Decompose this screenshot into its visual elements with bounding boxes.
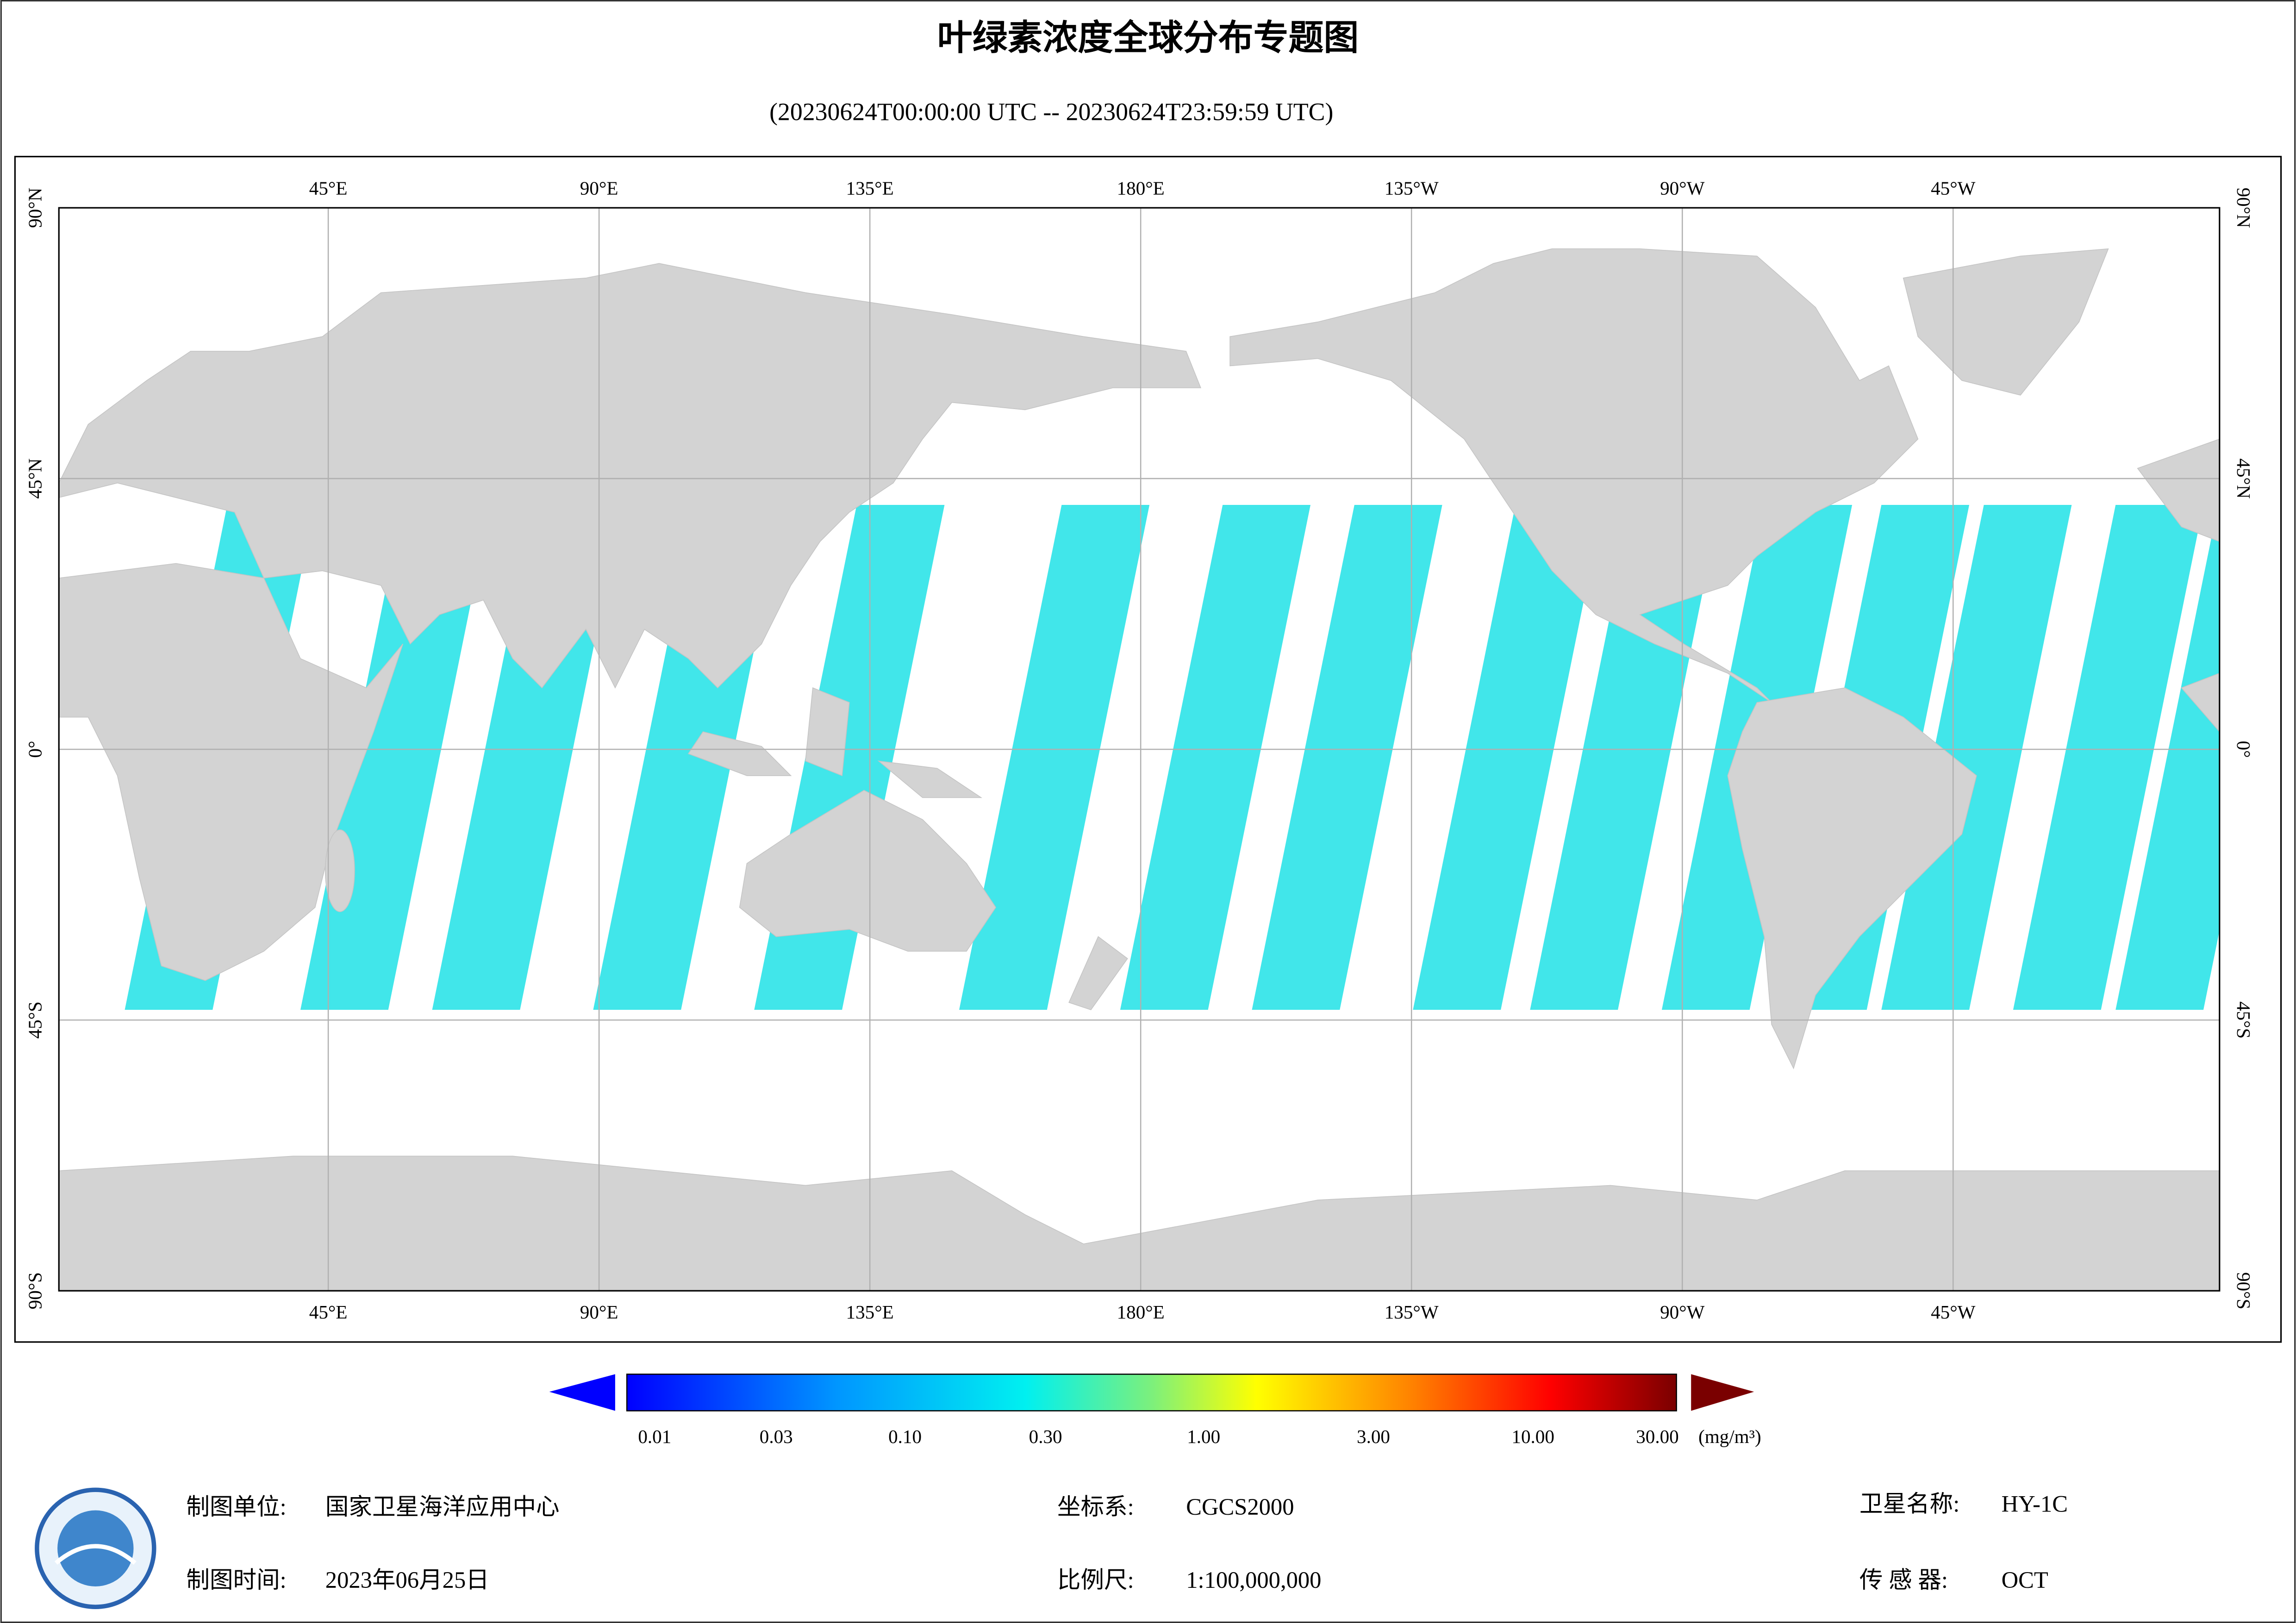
lat-label: 45°N — [2233, 458, 2254, 498]
footer-value: 2023年06月25日 — [325, 1567, 489, 1593]
swath — [1120, 504, 1311, 1010]
swath — [2115, 504, 2220, 1010]
map-body — [59, 208, 2220, 1291]
lat-label: 45°N — [24, 458, 45, 498]
colorbar-label: 0.10 — [888, 1426, 922, 1447]
colorbar-label: 0.01 — [638, 1426, 671, 1447]
lat-label: 0° — [24, 741, 45, 758]
swath — [1881, 504, 2072, 1010]
footer-value: 1:100,000,000 — [1186, 1567, 1321, 1593]
colorbar-label: 3.00 — [1357, 1426, 1390, 1447]
footer-label: 制图时间: — [186, 1567, 286, 1593]
colorbar-over — [1691, 1374, 1754, 1411]
footer-value: 国家卫星海洋应用中心 — [325, 1494, 560, 1520]
footer-label: 比例尺: — [1057, 1567, 1134, 1593]
map-title: 叶绿素浓度全球分布专题图 — [937, 18, 1359, 58]
swath — [1413, 504, 1603, 1010]
colorbar-under — [549, 1374, 615, 1411]
colorbar-label: 1.00 — [1187, 1426, 1220, 1447]
map-inner-frame — [58, 207, 2221, 1292]
footer-label: 制图单位: — [186, 1494, 286, 1520]
lat-label: 90°S — [2233, 1272, 2254, 1309]
lon-label: 45°E — [309, 178, 348, 199]
lon-label: 180°E — [1117, 1301, 1165, 1323]
colorbar-label: 10.00 — [1511, 1426, 1554, 1447]
lon-label: 90°W — [1660, 1301, 1705, 1323]
footer-label: 传 感 器: — [1859, 1567, 1948, 1593]
lat-label: 90°N — [24, 187, 45, 228]
lon-label: 90°E — [580, 178, 618, 199]
footer-label: 坐标系: — [1057, 1494, 1134, 1520]
lon-label: 45°W — [1931, 1301, 1976, 1323]
lon-label: 180°E — [1117, 178, 1165, 199]
lon-label: 135°E — [846, 178, 894, 199]
footer-value: CGCS2000 — [1186, 1494, 1294, 1520]
lat-label: 0° — [2233, 741, 2254, 758]
map-frame — [14, 155, 2282, 1343]
colorbar-label: 30.00 — [1636, 1426, 1678, 1447]
map-subtitle: (20230624T00:00:00 UTC -- 20230624T23:59… — [769, 98, 1333, 125]
lat-label: 90°N — [2233, 187, 2254, 228]
footer-label: 卫星名称: — [1859, 1491, 1959, 1517]
lat-label: 45°S — [2233, 1001, 2254, 1038]
lat-label: 90°S — [24, 1272, 45, 1309]
footer-value: OCT — [2002, 1567, 2048, 1593]
colorbar — [626, 1374, 1677, 1412]
colorbar-label: 0.30 — [1029, 1426, 1062, 1447]
lon-label: 135°E — [846, 1301, 894, 1323]
graticule — [59, 208, 2220, 1291]
colorbar-unit: (mg/m³) — [1698, 1426, 1761, 1448]
swath — [2013, 504, 2204, 1010]
swath — [1252, 504, 1442, 1010]
lon-label: 90°W — [1660, 178, 1705, 199]
lat-label: 45°S — [24, 1001, 45, 1038]
lon-label: 45°W — [1931, 178, 1976, 199]
lon-label: 135°W — [1385, 178, 1439, 199]
swath — [1530, 504, 1721, 1010]
lon-label: 90°E — [580, 1301, 618, 1323]
lon-label: 45°E — [309, 1301, 348, 1323]
colorbar-label: 0.03 — [760, 1426, 793, 1447]
lon-label: 135°W — [1385, 1301, 1439, 1323]
logo — [35, 1487, 156, 1609]
footer-value: HY-1C — [2002, 1491, 2068, 1517]
swath — [959, 504, 1150, 1010]
